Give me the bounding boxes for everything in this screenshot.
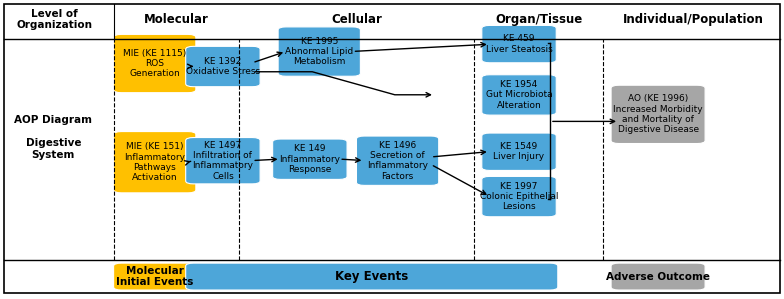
Text: KE 149
Inflammatory
Response: KE 149 Inflammatory Response	[279, 144, 340, 174]
FancyBboxPatch shape	[482, 75, 556, 115]
Text: KE 1997
Colonic Epithelial
Lesions: KE 1997 Colonic Epithelial Lesions	[480, 182, 558, 211]
FancyBboxPatch shape	[482, 133, 556, 170]
FancyBboxPatch shape	[482, 176, 556, 217]
FancyBboxPatch shape	[186, 46, 260, 87]
FancyBboxPatch shape	[186, 263, 557, 290]
Text: Level of
Organization: Level of Organization	[16, 9, 93, 30]
Text: KE 459
Liver Steatosis: KE 459 Liver Steatosis	[485, 34, 553, 54]
FancyBboxPatch shape	[186, 138, 260, 184]
Text: Cellular: Cellular	[331, 13, 382, 26]
Text: AO (KE 1996)
Increased Morbidity
and Mortality of
Digestive Disease: AO (KE 1996) Increased Morbidity and Mor…	[613, 94, 703, 135]
FancyBboxPatch shape	[273, 139, 347, 179]
FancyBboxPatch shape	[482, 25, 556, 63]
Text: KE 1954
Gut Microbiota
Alteration: KE 1954 Gut Microbiota Alteration	[486, 80, 553, 110]
FancyBboxPatch shape	[611, 85, 705, 144]
Text: MIE (KE 1115)
ROS
Generation: MIE (KE 1115) ROS Generation	[123, 49, 187, 78]
Text: KE 1496
Secretion of
Inflammatory
Factors: KE 1496 Secretion of Inflammatory Factor…	[367, 141, 428, 181]
FancyBboxPatch shape	[357, 136, 439, 185]
Text: Key Events: Key Events	[335, 270, 408, 283]
Text: Molecular
Initial Events: Molecular Initial Events	[116, 266, 194, 287]
Text: Individual/Population: Individual/Population	[623, 13, 764, 26]
Text: KE 1497
Infiltration of
Inflammatory
Cells: KE 1497 Infiltration of Inflammatory Cel…	[192, 141, 253, 181]
FancyBboxPatch shape	[114, 34, 196, 93]
Text: Molecular: Molecular	[143, 13, 209, 26]
FancyBboxPatch shape	[114, 263, 196, 290]
FancyBboxPatch shape	[278, 27, 361, 76]
Text: MIE (KE 151)
Inflammatory
Pathways
Activation: MIE (KE 151) Inflammatory Pathways Activ…	[124, 142, 185, 182]
Text: KE 1549
Liver Injury: KE 1549 Liver Injury	[493, 142, 545, 161]
Text: KE 1392
Oxidative Stress: KE 1392 Oxidative Stress	[186, 57, 260, 76]
Text: Adverse Outcome: Adverse Outcome	[606, 271, 710, 282]
Text: Organ/Tissue: Organ/Tissue	[495, 13, 583, 26]
FancyBboxPatch shape	[114, 132, 196, 193]
Text: AOP Diagram

Digestive
System: AOP Diagram Digestive System	[14, 115, 93, 160]
FancyBboxPatch shape	[611, 263, 705, 290]
Text: KE 1995
Abnormal Lipid
Metabolism: KE 1995 Abnormal Lipid Metabolism	[285, 37, 354, 66]
